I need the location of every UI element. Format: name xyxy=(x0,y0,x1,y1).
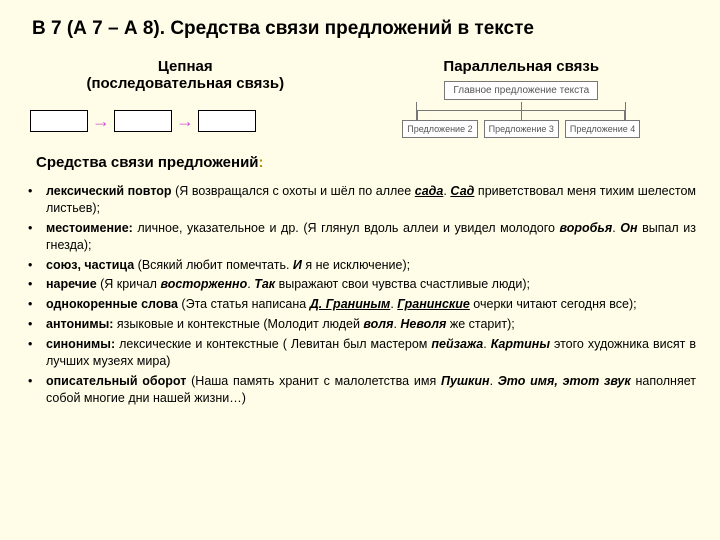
term: описательный оборот xyxy=(46,374,186,388)
list-item: лексический повтор (Я возвращался с охот… xyxy=(24,183,696,217)
items-list: лексический повтор (Я возвращался с охот… xyxy=(24,183,696,407)
highlight: сада xyxy=(415,184,444,198)
text: же старит); xyxy=(446,317,514,331)
highlight: воля xyxy=(363,317,393,331)
page-title: В 7 (А 7 – А 8). Средства связи предложе… xyxy=(24,18,696,40)
list-item: наречие (Я кричал восторженно. Так выраж… xyxy=(24,276,696,293)
text: выражают свои чувства счастливые люди); xyxy=(275,277,530,291)
highlight: Сад xyxy=(450,184,474,198)
list-item: синонимы: лексические и контекстные ( Ле… xyxy=(24,336,696,370)
highlight: пейзажа xyxy=(431,337,483,351)
term: синонимы: xyxy=(46,337,115,351)
chain-box xyxy=(198,110,256,132)
section-colon: : xyxy=(259,154,264,171)
connector-lines xyxy=(416,102,626,120)
term: лексический повтор xyxy=(46,184,172,198)
highlight: Он xyxy=(620,221,637,235)
section-heading: Средства связи предложений: xyxy=(36,154,696,171)
list-item: антонимы: языковые и контекстные (Молоди… xyxy=(24,316,696,333)
text: (Я кричал xyxy=(97,277,161,291)
chain-box xyxy=(30,110,88,132)
parallel-main-box: Главное предложение текста xyxy=(444,81,598,100)
highlight: воробья xyxy=(560,221,613,235)
highlight: Гранинские xyxy=(397,297,470,311)
term: однокоренные слова xyxy=(46,297,178,311)
term: антонимы: xyxy=(46,317,113,331)
highlight: Это имя, этот звук xyxy=(498,374,631,388)
arrow-icon: → xyxy=(176,110,194,132)
list-item: описательный оборот (Наша память хранит … xyxy=(24,373,696,407)
chain-heading: Цепная (последовательная связь) xyxy=(24,58,347,92)
text: (Наша память хранит с малолетства имя xyxy=(186,374,441,388)
text: . xyxy=(483,337,490,351)
parallel-diagram: Главное предложение текста Предложение 2… xyxy=(347,81,696,138)
text: личное, указательное и др. (Я глянул вдо… xyxy=(133,221,560,235)
text: . xyxy=(490,374,498,388)
text: (Я возвращался с охоты и шёл по аллее xyxy=(172,184,415,198)
list-item: местоимение: личное, указательное и др. … xyxy=(24,220,696,254)
text: я не исключение); xyxy=(302,258,410,272)
highlight: Картины xyxy=(491,337,550,351)
chain-box xyxy=(114,110,172,132)
chain-diagram: → → xyxy=(24,110,347,132)
text: (Эта статья написана xyxy=(178,297,310,311)
parallel-box: Предложение 2 xyxy=(402,120,477,138)
term: союз, частица xyxy=(46,258,134,272)
arrow-icon: → xyxy=(92,110,110,132)
highlight: восторженно xyxy=(160,277,247,291)
parallel-heading: Параллельная связь xyxy=(347,58,696,75)
highlight: И xyxy=(293,258,302,272)
columns: Цепная (последовательная связь) → → Пара… xyxy=(24,58,696,138)
parallel-box: Предложение 3 xyxy=(484,120,559,138)
parallel-box: Предложение 4 xyxy=(565,120,640,138)
highlight: Пушкин xyxy=(441,374,490,388)
text: языковые и контекстные (Молодит людей xyxy=(113,317,363,331)
chain-heading-l2: (последовательная связь) xyxy=(86,75,284,92)
list-item: однокоренные слова (Эта статья написана … xyxy=(24,296,696,313)
text: (Всякий любит помечтать. xyxy=(134,258,293,272)
list-item: союз, частица (Всякий любит помечтать. И… xyxy=(24,257,696,274)
chain-heading-l1: Цепная xyxy=(158,58,213,75)
parallel-column: Параллельная связь Главное предложение т… xyxy=(347,58,696,138)
term: наречие xyxy=(46,277,97,291)
text: лексические и контекстные ( Левитан был … xyxy=(115,337,431,351)
highlight: Неволя xyxy=(400,317,446,331)
highlight: Д. Граниным xyxy=(310,297,391,311)
text: очерки читают сегодня все); xyxy=(470,297,637,311)
section-label: Средства связи предложений xyxy=(36,154,259,171)
parallel-children: Предложение 2 Предложение 3 Предложение … xyxy=(402,120,640,138)
highlight: Так xyxy=(254,277,275,291)
chain-column: Цепная (последовательная связь) → → xyxy=(24,58,347,138)
term: местоимение: xyxy=(46,221,133,235)
